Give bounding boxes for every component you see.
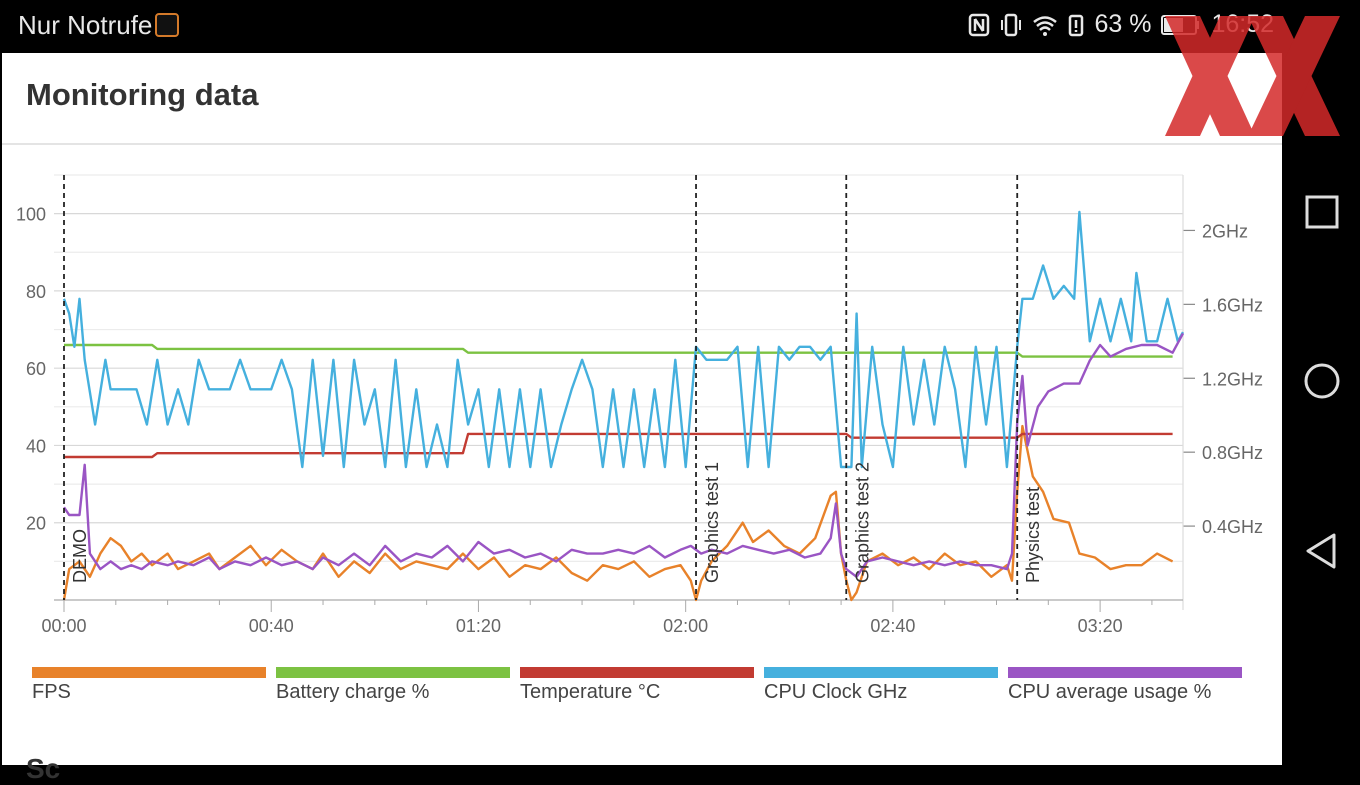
page-header: Monitoring data [2,53,1282,145]
navigation-bar [1284,0,1360,765]
marker-label: DEMO [70,529,90,583]
y-tick-label: 20 [26,514,46,534]
x-tick-label: 02:40 [870,616,915,636]
section-heading: Sc [26,753,61,784]
y2-tick-label: 1.6GHz [1202,295,1263,315]
watermark-logo [1165,16,1340,136]
legend-item[interactable]: Temperature °C [520,667,754,704]
app-content: Monitoring data 20 40 60 80 100 0.4GHz 0.8GHz 1… [2,53,1282,784]
battery-percent: 63 % [1094,10,1152,38]
legend-swatch [520,667,754,678]
wifi-icon [1033,15,1058,36]
recent-apps-icon[interactable] [1302,192,1342,232]
legend-item[interactable]: CPU average usage % [1008,667,1242,704]
nfc-icon [969,13,990,36]
legend-swatch [32,667,266,678]
legend-label: Temperature °C [520,681,661,703]
legend-swatch [764,667,998,678]
x-tick-label: 02:00 [663,616,708,636]
x-tick-label: 03:20 [1078,616,1123,636]
y2-tick-label: 0.8GHz [1202,443,1263,463]
chart-legend: FPS Battery charge % Temperature °C CPU Clo… [32,667,1272,707]
series-line [62,210,1185,469]
legend-label: CPU average usage % [1008,681,1212,703]
x-tick-label: 00:00 [41,616,86,636]
marker-label: Graphics test 1 [702,462,722,583]
legend-label: Battery charge % [276,681,430,703]
legend-label: CPU Clock GHz [764,681,908,703]
status-bar: Nur Notrufe 63 % 16:52 [0,0,1284,51]
status-title: Nur Notrufe [18,10,153,40]
page-title: Monitoring data [26,77,259,112]
x-tick-label: 01:20 [456,616,501,636]
legend-swatch [1008,667,1242,678]
y2-tick-label: 2GHz [1202,221,1248,241]
legend-item[interactable]: Battery charge % [276,667,510,704]
battery-alert-icon [1069,14,1084,36]
app-icon [155,13,179,37]
y-tick-label: 100 [16,205,46,225]
home-icon[interactable] [1302,361,1342,401]
series-line [63,332,1185,578]
x-tick-label: 00:40 [249,616,294,636]
series-line [64,343,1173,358]
y2-tick-label: 0.4GHz [1202,517,1263,537]
legend-item[interactable]: FPS [32,667,266,704]
marker-label: Physics test [1023,487,1043,583]
y-tick-label: 80 [26,282,46,302]
vibrate-icon [1001,13,1022,36]
series-line [64,432,1173,459]
y2-tick-label: 1.2GHz [1202,369,1263,389]
marker-label: Graphics test 2 [852,462,872,583]
legend-item[interactable]: CPU Clock GHz [764,667,998,704]
monitoring-chart: 20 40 60 80 100 0.4GHz 0.8GHz 1.2GHz 1.6GHz 2GHz 0… [16,174,1263,636]
legend-label: FPS [32,681,71,703]
legend-swatch [276,667,510,678]
y-tick-label: 40 [26,436,46,456]
back-icon[interactable] [1302,531,1342,571]
y-tick-label: 60 [26,359,46,379]
